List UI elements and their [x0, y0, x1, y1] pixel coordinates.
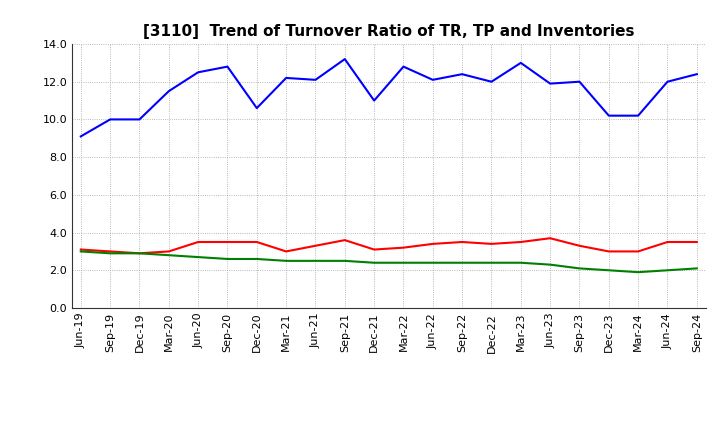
Trade Payables: [546, 81, 554, 86]
Trade Receivables: [341, 238, 349, 243]
Inventories: [194, 254, 202, 260]
Inventories: [399, 260, 408, 265]
Trade Payables: [399, 64, 408, 69]
Trade Payables: [605, 113, 613, 118]
Trade Payables: [341, 56, 349, 62]
Inventories: [253, 257, 261, 262]
Inventories: [634, 270, 642, 275]
Trade Receivables: [223, 239, 232, 245]
Line: Trade Receivables: Trade Receivables: [81, 238, 697, 253]
Trade Payables: [693, 72, 701, 77]
Inventories: [663, 268, 672, 273]
Inventories: [458, 260, 467, 265]
Trade Payables: [194, 70, 202, 75]
Trade Receivables: [282, 249, 290, 254]
Inventories: [223, 257, 232, 262]
Trade Receivables: [135, 251, 144, 256]
Trade Payables: [458, 72, 467, 77]
Title: [3110]  Trend of Turnover Ratio of TR, TP and Inventories: [3110] Trend of Turnover Ratio of TR, TP…: [143, 24, 634, 39]
Trade Receivables: [487, 241, 496, 246]
Trade Receivables: [253, 239, 261, 245]
Trade Payables: [516, 60, 525, 66]
Trade Payables: [282, 75, 290, 81]
Trade Receivables: [693, 239, 701, 245]
Trade Receivables: [399, 245, 408, 250]
Inventories: [605, 268, 613, 273]
Trade Payables: [106, 117, 114, 122]
Trade Payables: [575, 79, 584, 84]
Line: Inventories: Inventories: [81, 251, 697, 272]
Trade Receivables: [106, 249, 114, 254]
Trade Receivables: [428, 241, 437, 246]
Inventories: [693, 266, 701, 271]
Trade Receivables: [575, 243, 584, 249]
Inventories: [428, 260, 437, 265]
Inventories: [106, 251, 114, 256]
Trade Receivables: [311, 243, 320, 249]
Trade Payables: [164, 88, 173, 94]
Trade Receivables: [663, 239, 672, 245]
Trade Receivables: [164, 249, 173, 254]
Inventories: [164, 253, 173, 258]
Inventories: [575, 266, 584, 271]
Inventories: [341, 258, 349, 264]
Trade Receivables: [458, 239, 467, 245]
Trade Payables: [223, 64, 232, 69]
Trade Receivables: [370, 247, 379, 252]
Trade Receivables: [605, 249, 613, 254]
Trade Receivables: [194, 239, 202, 245]
Trade Payables: [370, 98, 379, 103]
Line: Trade Payables: Trade Payables: [81, 59, 697, 136]
Inventories: [311, 258, 320, 264]
Trade Payables: [428, 77, 437, 82]
Inventories: [282, 258, 290, 264]
Trade Payables: [76, 134, 85, 139]
Trade Payables: [253, 106, 261, 111]
Trade Payables: [487, 79, 496, 84]
Trade Payables: [311, 77, 320, 82]
Inventories: [370, 260, 379, 265]
Inventories: [487, 260, 496, 265]
Inventories: [76, 249, 85, 254]
Trade Payables: [135, 117, 144, 122]
Trade Receivables: [76, 247, 85, 252]
Trade Receivables: [634, 249, 642, 254]
Trade Receivables: [516, 239, 525, 245]
Inventories: [516, 260, 525, 265]
Trade Receivables: [546, 235, 554, 241]
Inventories: [135, 251, 144, 256]
Inventories: [546, 262, 554, 267]
Trade Payables: [634, 113, 642, 118]
Trade Payables: [663, 79, 672, 84]
